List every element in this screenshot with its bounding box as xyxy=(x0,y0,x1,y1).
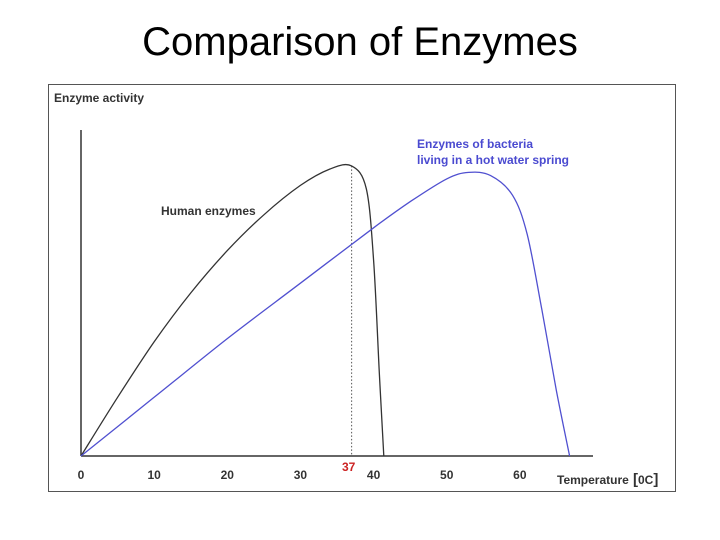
chart-frame: Enzyme activity 0 10 20 30 40 50 60 37 Human e… xyxy=(48,84,676,492)
x-tick-label-60: 60 xyxy=(513,468,527,482)
x-tick-label-0: 0 xyxy=(78,468,85,482)
series-label-bacteria-line-2: living in a hot water spring xyxy=(417,153,569,167)
y-axis-label: Enzyme activity xyxy=(54,91,144,105)
x-axis-label: Temperature xyxy=(557,473,629,487)
series-line-bacteria-enzymes xyxy=(80,171,571,457)
x-tick-label-50: 50 xyxy=(440,468,454,482)
x-tick-labels: 0 10 20 30 40 50 60 xyxy=(78,468,527,482)
x-tick-label-40: 40 xyxy=(367,468,381,482)
series-label-human-enzymes: Human enzymes xyxy=(161,204,256,218)
slide-title: Comparison of Enzymes xyxy=(142,20,578,64)
x-tick-label-10: 10 xyxy=(147,468,161,482)
marker-label-37: 37 xyxy=(342,460,356,474)
x-axis-unit: 0C xyxy=(638,473,654,487)
x-axis-title: Temperature [0C] xyxy=(557,471,658,488)
series-line-human-enzymes xyxy=(80,163,385,457)
enzyme-activity-chart: Enzyme activity 0 10 20 30 40 50 60 37 Human e… xyxy=(54,91,658,488)
x-tick-label-30: 30 xyxy=(294,468,308,482)
x-tick-label-20: 20 xyxy=(221,468,235,482)
series-label-bacteria-line-1: Enzymes of bacteria xyxy=(417,137,533,151)
